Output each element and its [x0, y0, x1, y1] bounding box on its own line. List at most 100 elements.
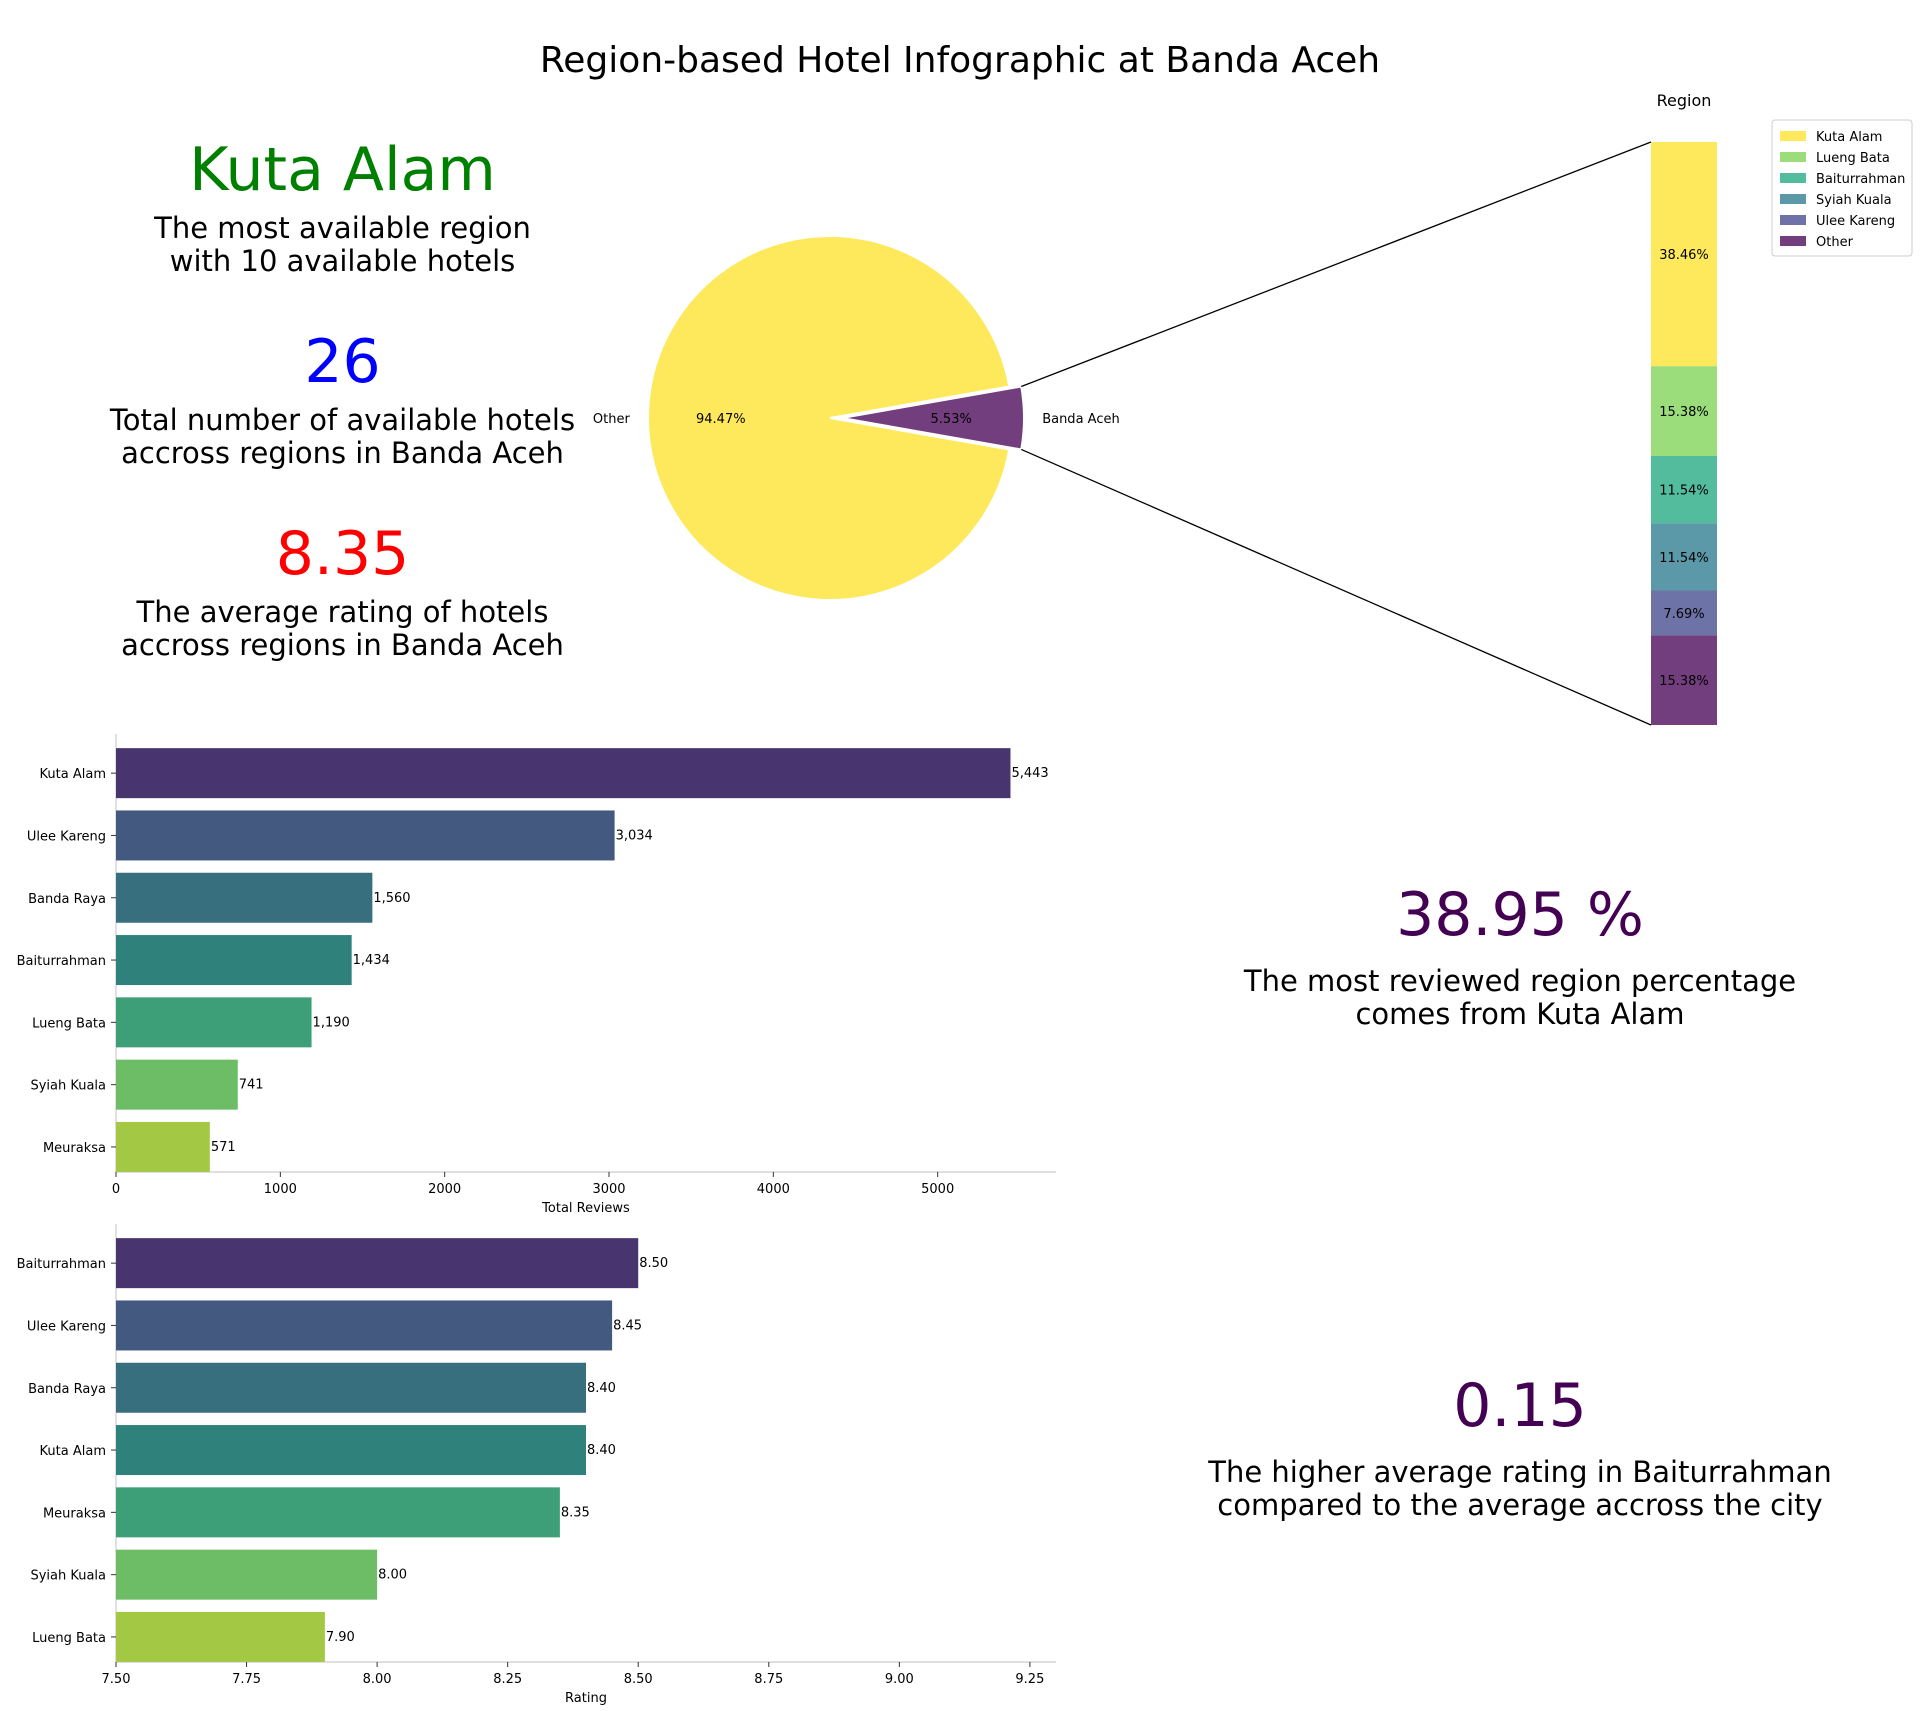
review-pct-desc: The most reviewed region percentage come… [1160, 965, 1880, 1031]
reviews-bar [116, 935, 352, 986]
rating-diff-desc: The higher average rating in Baiturrahma… [1160, 1456, 1880, 1522]
rating-bar [116, 1425, 586, 1476]
legend-label: Syiah Kuala [1816, 193, 1892, 208]
avg-rating-desc: The average rating of hotels accross reg… [40, 596, 645, 662]
reviews-x-tick-label: 3000 [592, 1182, 625, 1197]
reviews-bar [116, 810, 615, 861]
rating-x-axis-label: Rating [565, 1691, 607, 1706]
legend-box [1771, 119, 1913, 257]
stat-total-hotels: 26 Total number of available hotels accr… [40, 332, 645, 470]
rating-value-label: 8.40 [587, 1443, 616, 1458]
rating-bar [116, 1362, 586, 1413]
legend-swatch [1780, 236, 1806, 246]
reviews-value-label: 5,443 [1011, 766, 1048, 781]
top-region-desc-line2: with 10 available hotels [169, 244, 516, 278]
rating-x-tick-label: 7.75 [232, 1672, 261, 1687]
reviews-x-tick-label: 5000 [921, 1182, 954, 1197]
rating-category-label: Kuta Alam [40, 1444, 106, 1459]
rating-x-tick-label: 9.00 [885, 1672, 914, 1687]
rating-value-label: 8.40 [587, 1381, 616, 1396]
stacked-bar-segment [1651, 142, 1717, 367]
legend-label: Ulee Kareng [1816, 214, 1895, 229]
connector-line-top [1021, 141, 1652, 388]
rating-bar [116, 1300, 613, 1351]
reviews-category-label: Lueng Bata [32, 1016, 106, 1031]
top-region-desc: The most available region with 10 availa… [40, 212, 645, 278]
stacked-bar-value-label: 38.46% [1659, 248, 1709, 263]
stacked-bar-value-label: 11.54% [1659, 484, 1709, 499]
review-pct-desc-line1: The most reviewed region percentage [1243, 964, 1797, 998]
reviews-bar [116, 1059, 238, 1110]
top-region-value: Kuta Alam [189, 135, 496, 205]
rating-x-tick-label: 7.50 [102, 1672, 131, 1687]
reviews-value-label: 1,560 [373, 891, 410, 906]
pie-slice-other [647, 235, 1011, 601]
reviews-bar [116, 872, 373, 923]
rating-bar [116, 1549, 378, 1600]
reviews-value-label: 3,034 [616, 828, 653, 843]
pie-value-label: 5.53% [931, 412, 972, 427]
rating-category-label: Baiturrahman [17, 1257, 106, 1272]
rating-category-label: Lueng Bata [32, 1631, 106, 1646]
legend-swatch [1780, 131, 1806, 141]
reviews-value-label: 571 [211, 1140, 236, 1155]
rating-value-label: 8.00 [378, 1568, 407, 1583]
stacked-bar-value-label: 15.38% [1659, 674, 1709, 689]
pie-slice-banda-aceh [841, 385, 1025, 451]
rating-bar [116, 1611, 325, 1662]
reviews-category-label: Banda Raya [28, 892, 106, 907]
reviews-category-label: Kuta Alam [40, 767, 106, 782]
reviews-bar [116, 1121, 210, 1172]
stacked-bar-segment [1651, 590, 1717, 636]
rating-x-tick-label: 9.25 [1015, 1672, 1044, 1687]
rating-bar [116, 1487, 560, 1538]
rating-value-label: 7.90 [326, 1630, 355, 1645]
stacked-bar-value-label: 11.54% [1659, 551, 1709, 566]
rating-diff-value: 0.15 [1453, 1371, 1587, 1441]
rating-diff-desc-line1: The higher average rating in Baiturrahma… [1208, 1455, 1832, 1489]
legend-label: Baiturrahman [1816, 172, 1905, 187]
reviews-category-label: Baiturrahman [17, 954, 106, 969]
legend-label: Lueng Bata [1816, 151, 1890, 166]
rating-diff-desc-line2: compared to the average accross the city [1217, 1488, 1823, 1522]
review-pct-desc-line2: comes from Kuta Alam [1355, 997, 1685, 1031]
rating-category-label: Ulee Kareng [27, 1319, 106, 1334]
stacked-bar-value-label: 15.38% [1659, 405, 1709, 420]
legend-swatch [1780, 215, 1806, 225]
stat-review-pct: 38.95 % The most reviewed region percent… [1160, 885, 1880, 1031]
reviews-x-tick-label: 1000 [264, 1182, 297, 1197]
legend-swatch [1780, 194, 1806, 204]
reviews-value-label: 741 [239, 1078, 264, 1093]
legend-label: Kuta Alam [1816, 130, 1882, 145]
reviews-category-label: Ulee Kareng [27, 829, 106, 844]
reviews-x-tick-label: 4000 [757, 1182, 790, 1197]
rating-category-label: Banda Raya [28, 1382, 106, 1397]
reviews-x-axis-label: Total Reviews [541, 1201, 630, 1216]
review-pct-value: 38.95 % [1396, 880, 1644, 950]
avg-rating-value: 8.35 [275, 519, 410, 589]
total-hotels-value: 26 [304, 327, 381, 397]
total-hotels-desc-line1: Total number of available hotels [109, 403, 576, 437]
rating-value-label: 8.35 [561, 1505, 590, 1520]
connector-line-bottom [1020, 448, 1652, 726]
avg-rating-desc-line1: The average rating of hotels [136, 595, 549, 629]
rating-x-tick-label: 8.50 [624, 1672, 653, 1687]
stacked-bar-segment [1651, 366, 1717, 456]
pie-value-label: 94.47% [696, 412, 746, 427]
stat-top-region: Kuta Alam The most available region with… [40, 140, 645, 278]
reviews-bar [116, 997, 312, 1048]
stacked-bar-segment [1651, 455, 1717, 524]
avg-rating-desc-line2: accross regions in Banda Aceh [121, 628, 564, 662]
stacked-bar-segment [1651, 523, 1717, 591]
reviews-category-label: Meuraksa [43, 1141, 106, 1156]
legend-label: Other [1816, 235, 1854, 250]
pie-category-label: Banda Aceh [1042, 412, 1120, 427]
rating-value-label: 8.50 [639, 1256, 668, 1271]
rating-x-tick-label: 8.00 [363, 1672, 392, 1687]
legend-swatch [1780, 152, 1806, 162]
reviews-bar [116, 748, 1011, 799]
pie-category-label: Other [593, 412, 631, 427]
rating-x-tick-label: 8.75 [754, 1672, 783, 1687]
stat-rating-diff: 0.15 The higher average rating in Baitur… [1160, 1376, 1880, 1522]
